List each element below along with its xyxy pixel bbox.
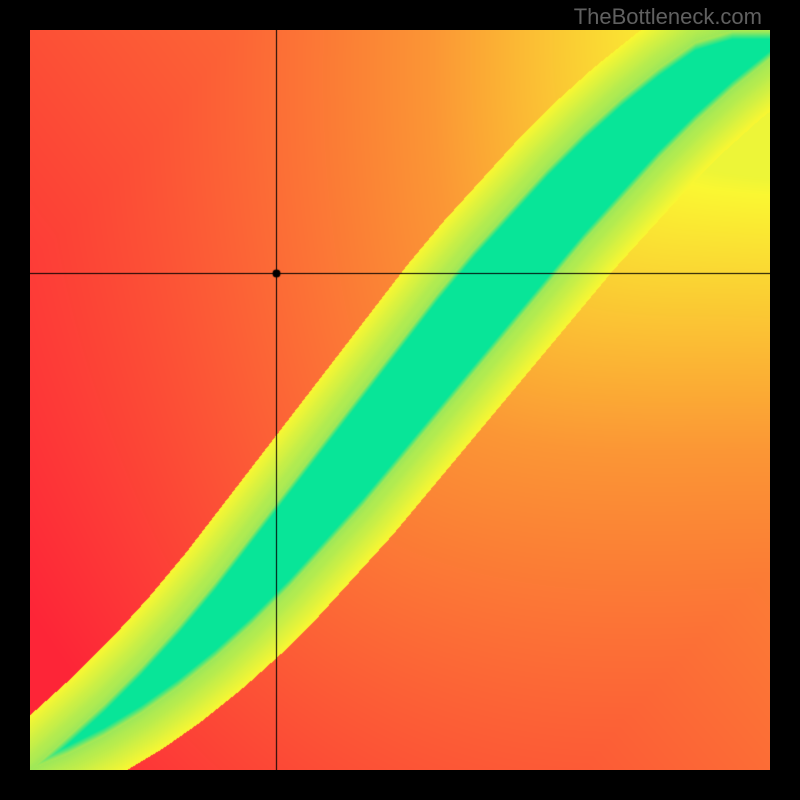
- heatmap-canvas: [30, 30, 770, 770]
- chart-container: TheBottleneck.com: [0, 0, 800, 800]
- heatmap-plot: [30, 30, 770, 770]
- watermark-text: TheBottleneck.com: [574, 4, 762, 30]
